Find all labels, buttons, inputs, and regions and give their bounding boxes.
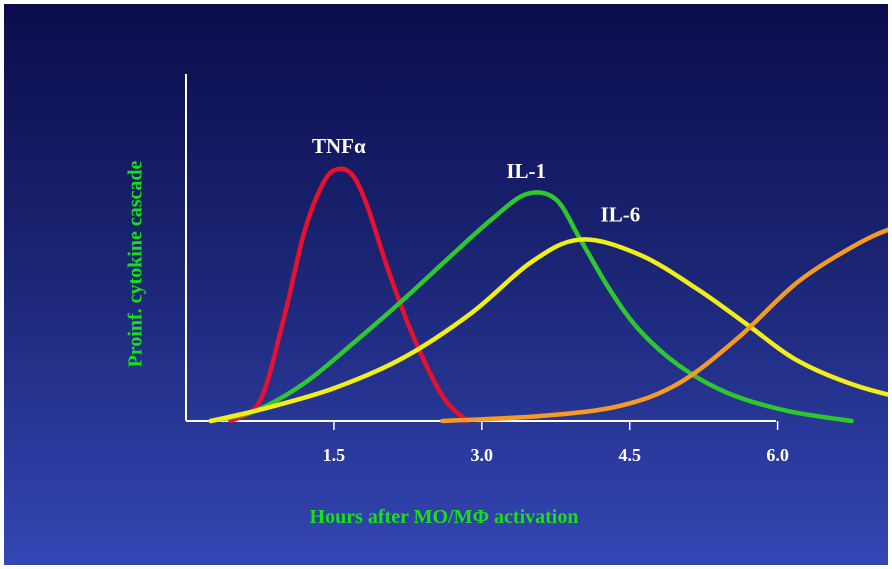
- series-line-il-6: [208, 237, 888, 424]
- x-tick-label: 6.0: [766, 445, 789, 465]
- y-axis-label: Proinf. cytokine cascade: [124, 160, 147, 368]
- x-tick-label: 4.5: [618, 445, 641, 465]
- series-label: IL-6: [601, 203, 641, 227]
- x-tick-label: 3.0: [471, 445, 494, 465]
- series-line-il-1: [208, 190, 854, 424]
- series-line-tnf-: [228, 166, 470, 424]
- series-label: TNFα: [312, 134, 366, 158]
- x-tick-label: 1.5: [323, 445, 346, 465]
- series-line-il-8: [440, 227, 888, 424]
- x-axis-label: Hours after MO/MΦ activation: [309, 506, 579, 528]
- series-label: IL-1: [506, 159, 546, 183]
